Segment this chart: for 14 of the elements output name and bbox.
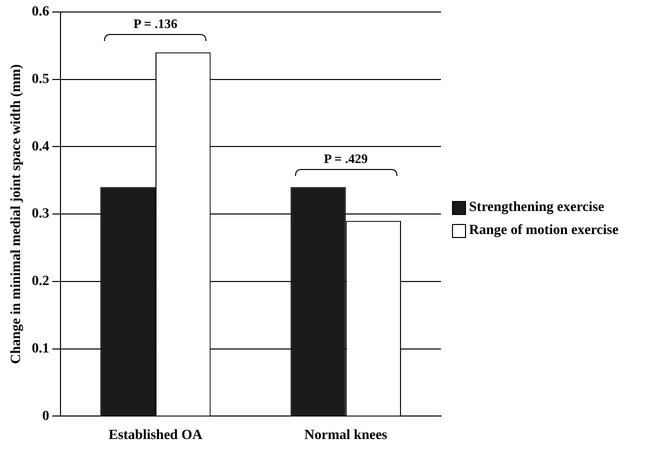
x-tick-label: Normal knees	[304, 428, 388, 444]
text: Range of motion exercise	[469, 222, 618, 238]
y-tick-label: 0.4	[32, 139, 50, 154]
x-tick-label: Established OA	[108, 428, 204, 444]
y-tick-label: 0.5	[32, 72, 50, 87]
legend-label: Strengthening exercise	[469, 200, 604, 216]
annotation: P = .429	[322, 151, 370, 166]
y-tick-label: 0.2	[32, 274, 50, 290]
y-tick-label: 0.3	[32, 206, 50, 222]
y-axis-title: Change in minimal medial joint space width (mm)	[9, 64, 24, 364]
y-tick-label: 0	[42, 408, 50, 424]
annotation: P = .136	[132, 16, 180, 32]
y-tick-label: 0.6	[32, 4, 50, 20]
y-tick-label: 0.1	[32, 341, 50, 356]
